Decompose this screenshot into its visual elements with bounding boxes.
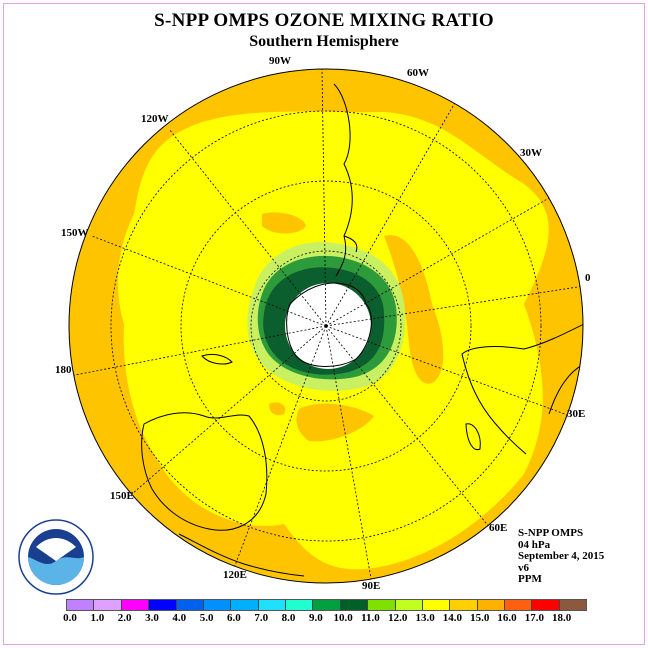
colorbar-tick-label: 6.0 xyxy=(227,612,241,624)
lon-label-90w: 90W xyxy=(269,55,291,67)
colorbar-tick-label: 9.0 xyxy=(308,612,323,624)
colorbar-segment xyxy=(450,600,478,610)
outer-patch-b xyxy=(384,235,444,384)
colorbar-segment xyxy=(258,600,286,610)
lon-label-0: 0 xyxy=(585,272,591,284)
new-zealand-coast xyxy=(201,353,233,365)
outer-patch-a xyxy=(262,212,306,234)
colorbar-tick-label: 2.0 xyxy=(117,612,132,624)
africa-coast xyxy=(461,323,583,455)
colorbar-segment xyxy=(203,600,232,610)
colorbar-tick-label: 3.0 xyxy=(145,612,159,624)
madagascar-coast xyxy=(465,423,481,451)
colorbar-segment xyxy=(67,600,95,610)
colorbar-tick-label: 5.0 xyxy=(199,612,214,624)
colorbar-segment xyxy=(231,600,259,610)
colorbar-tick-label: 16.0 xyxy=(497,612,517,624)
colorbar-segment xyxy=(286,600,314,610)
lon-label-90e: 90E xyxy=(362,580,381,592)
lon-label-30w: 30W xyxy=(520,147,542,159)
figure-title: S-NPP OMPS OZONE MIXING RATIO xyxy=(154,10,494,31)
outer-patch-c xyxy=(296,403,374,442)
lon-label-60w: 60W xyxy=(407,67,429,79)
instrument-label: S-NPP OMPS xyxy=(518,527,584,539)
colorbar-segment xyxy=(477,600,505,610)
colorbar-tick-label: 13.0 xyxy=(415,612,435,624)
colorbar-segment xyxy=(395,600,423,610)
colorbar-segment xyxy=(368,600,396,610)
units-label: PPM xyxy=(518,573,542,586)
indonesia-coast xyxy=(178,533,305,577)
figure-subtitle: Southern Hemisphere xyxy=(249,33,399,50)
colorbar-segment xyxy=(149,600,177,610)
metadata-block: S-NPP OMPS 04 hPa September 4, 2015 v6 P… xyxy=(518,527,605,586)
antarctica-coast xyxy=(286,282,372,367)
colorbar-tick-label: 18.0 xyxy=(552,612,572,624)
colorbar-segment xyxy=(532,600,560,610)
colorbar-segment xyxy=(176,600,204,610)
colorbar-segment xyxy=(340,600,369,610)
colorbar-segment xyxy=(94,600,122,610)
lon-label-150w: 150W xyxy=(61,227,89,239)
level-label: 04 hPa xyxy=(518,538,551,551)
colorbar-tick-label: 15.0 xyxy=(470,612,490,624)
colorbar xyxy=(66,599,587,611)
lon-label-120w: 120W xyxy=(141,113,169,125)
colorbar-tick-label: 0.0 xyxy=(63,612,77,624)
map-figure: S-NPP OMPS OZONE MIXING RATIO Southern H… xyxy=(3,3,645,645)
version-label: v6 xyxy=(518,561,529,574)
colorbar-tick-label: 11.0 xyxy=(361,612,380,624)
colorbar-segment xyxy=(313,600,341,610)
lon-label-180: 180 xyxy=(55,364,72,376)
colorbar-tick-label: 8.0 xyxy=(281,612,296,624)
colorbar-segment xyxy=(422,600,451,610)
colorbar-tick-label: 4.0 xyxy=(172,612,187,624)
colorbar-segment xyxy=(121,600,150,610)
colorbar-segment xyxy=(505,600,533,610)
south-america-coast xyxy=(333,83,358,277)
colorbar-tick-label: 17.0 xyxy=(524,612,544,624)
colorbar-segment xyxy=(559,600,587,610)
colorbar-tick-label: 14.0 xyxy=(442,612,463,624)
lon-label-30e: 30E xyxy=(567,408,586,420)
outer-patch-d xyxy=(269,402,286,416)
polar-map: NOAA xyxy=(18,68,584,595)
colorbar-tick-label: 12.0 xyxy=(388,612,408,624)
date-label: September 4, 2015 xyxy=(518,550,605,563)
svg-text:NOAA: NOAA xyxy=(41,543,70,554)
colorbar-tick-label: 1.0 xyxy=(90,612,105,624)
lon-label-120e: 120E xyxy=(223,569,247,581)
colorbar-tick-label: 7.0 xyxy=(254,612,269,624)
australia-coast xyxy=(141,412,268,531)
colorbar-tick-label: 10.0 xyxy=(333,612,353,624)
graticule xyxy=(69,69,583,583)
noaa-logo: NOAA xyxy=(18,519,94,595)
map-border xyxy=(68,68,584,584)
lon-label-150e: 150E xyxy=(110,490,134,502)
lon-label-60e: 60E xyxy=(489,522,508,534)
